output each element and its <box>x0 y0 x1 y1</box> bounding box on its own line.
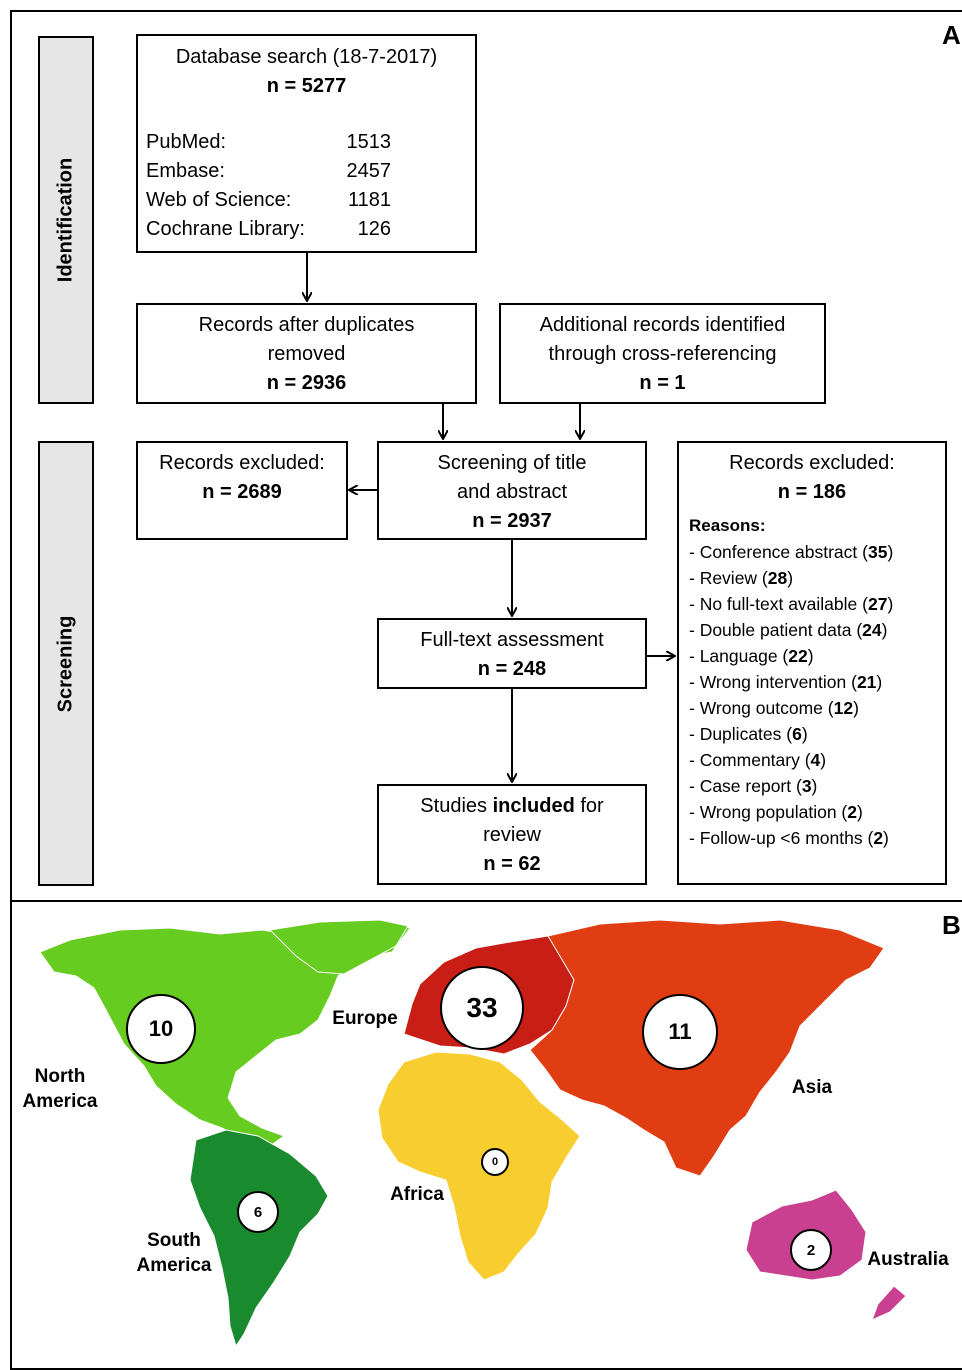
database-row: Embase: 2457 <box>146 160 391 182</box>
excluded-title-box: Records excluded: n = 2689 <box>136 441 348 540</box>
south-america-label: South America <box>136 1230 212 1276</box>
reasons-header: Reasons: <box>689 516 766 535</box>
reason-item: - No full-text available (27) <box>689 594 894 614</box>
dedup-box: Records after duplicates removed n = 293… <box>136 303 477 404</box>
north-america-label: North America <box>22 1066 98 1112</box>
excluded-fulltext-n: n = 186 <box>777 481 847 503</box>
reason-item: - Language (22) <box>689 646 814 666</box>
reason-item: - Conference abstract (35) <box>689 542 894 562</box>
database-search-box: Database search (18-7-2017) n = 5277 Pub… <box>136 34 477 253</box>
included-n: n = 62 <box>483 853 541 875</box>
greenland-region <box>268 919 409 975</box>
europe-count-bubble: 33 <box>440 966 524 1050</box>
europe-label: Europe <box>332 1008 398 1029</box>
south-america-count-bubble: 6 <box>237 1191 279 1233</box>
database-row: Cochrane Library: 126 <box>146 218 391 240</box>
stage-screening: Screening <box>38 441 94 886</box>
reason-item: - Wrong intervention (21) <box>689 672 883 692</box>
australia-count-bubble: 2 <box>790 1229 832 1271</box>
exclusion-reasons: Reasons: - Conference abstract (35) - Re… <box>689 513 893 851</box>
database-list: PubMed: 1513 Embase: 2457 Web of Science: 1… <box>146 128 391 244</box>
dedup-n: n = 2936 <box>266 372 347 394</box>
fulltext-n: n = 248 <box>477 658 547 680</box>
reason-item: - Follow-up <6 months (2) <box>689 828 889 848</box>
africa-label: Africa <box>390 1184 444 1205</box>
africa-count-bubble: 0 <box>481 1148 509 1176</box>
stage-identification: Identification <box>38 36 94 404</box>
screening-box: Screening of title and abstract n = 2937 <box>377 441 647 540</box>
database-search-title: Database search (18-7-2017) <box>175 46 438 68</box>
fulltext-box: Full-text assessment n = 248 <box>377 618 647 689</box>
panel-label-a: A <box>942 20 961 50</box>
excluded-fulltext-box: Records excluded: n = 186 Reasons: - Con… <box>677 441 947 885</box>
australia-label: Australia <box>867 1249 949 1270</box>
screening-n: n = 2937 <box>472 510 552 532</box>
database-row: Web of Science: 1181 <box>146 189 391 211</box>
reason-item: - Case report (3) <box>689 776 818 796</box>
south-america-region <box>189 1129 329 1348</box>
reason-item: - Duplicates (6) <box>689 724 808 744</box>
asia-count-bubble: 11 <box>642 994 718 1070</box>
reason-item: - Commentary (4) <box>689 750 827 770</box>
africa-region <box>377 1051 581 1281</box>
asia-label: Asia <box>791 1077 833 1098</box>
additional-n: n = 1 <box>639 372 686 394</box>
panel-label-b: B <box>942 910 961 940</box>
reason-item: - Wrong population (2) <box>689 802 863 822</box>
north-america-count-bubble: 10 <box>126 994 196 1064</box>
excluded-title-n: n = 2689 <box>202 481 282 503</box>
reason-item: - Review (28) <box>689 568 794 588</box>
reason-item: - Wrong outcome (12) <box>689 698 859 718</box>
new-zealand-region <box>871 1285 907 1321</box>
panel-divider <box>10 900 962 902</box>
flow-arrows <box>0 253 962 900</box>
database-row: PubMed: 1513 <box>146 131 391 153</box>
database-search-n: n = 5277 <box>266 75 347 97</box>
included-box: Studies included for review n = 62 <box>377 784 647 885</box>
reason-item: - Double patient data (24) <box>689 620 888 640</box>
additional-records-box: Additional records identified through cr… <box>499 303 826 404</box>
